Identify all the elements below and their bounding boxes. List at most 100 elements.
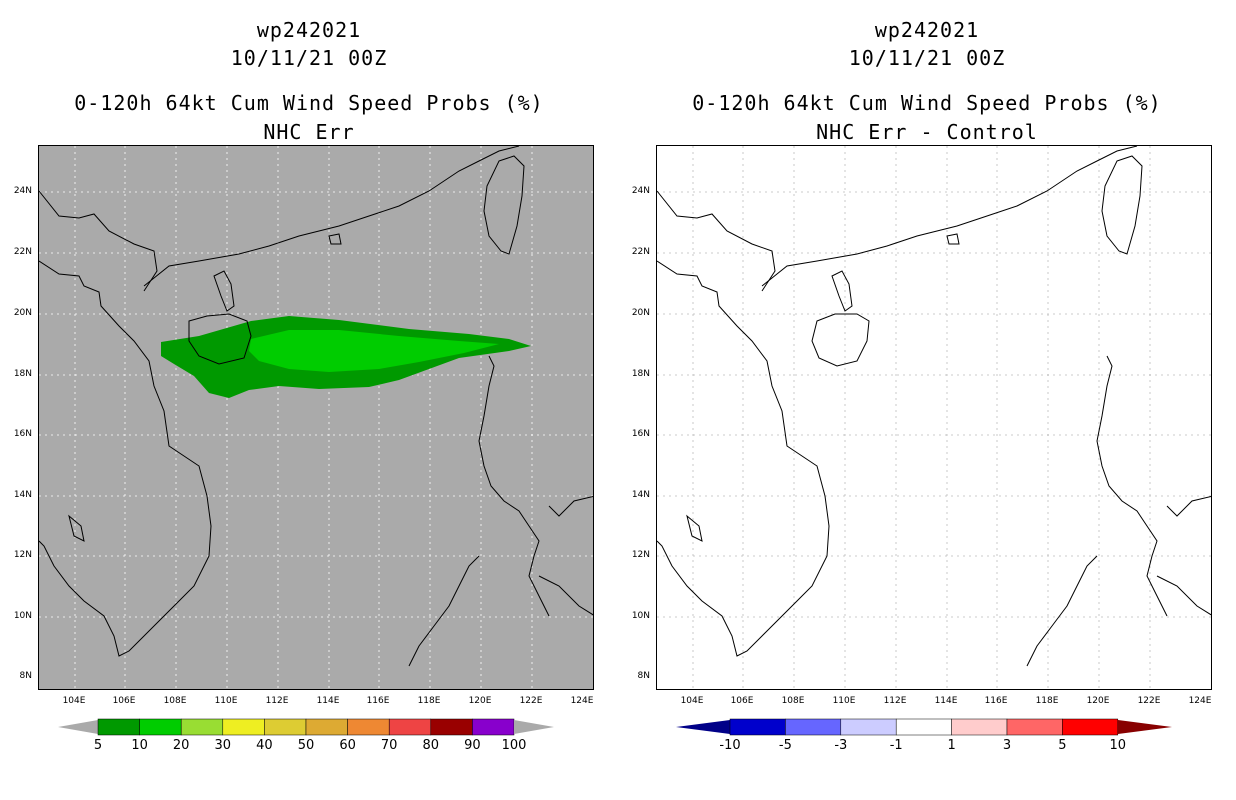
lon-label: 124E: [1188, 696, 1212, 706]
lat-label: 24N: [13, 186, 32, 196]
colorbar-box: [222, 718, 265, 736]
colorbar-box: [729, 718, 786, 736]
coastline: [657, 146, 1211, 667]
lat-label: 22N: [13, 247, 32, 257]
colorbar-label: 90: [464, 738, 481, 753]
product-title: 0-120h 64kt Cum Wind Speed Probs (%): [692, 91, 1162, 115]
colorbar-over-arrow: [514, 720, 554, 734]
lon-label: 122E: [1137, 696, 1161, 706]
lon-label: 120E: [1086, 696, 1110, 706]
lat-label: 18N: [13, 369, 32, 379]
product-subtitle: NHC Err - Control: [816, 120, 1038, 144]
colorbar-label: 10: [1109, 738, 1127, 753]
date-time: 10/11/21 00Z: [230, 46, 388, 70]
lat-label: 18N: [631, 369, 650, 379]
map-svg: [39, 146, 593, 689]
colorbar-label: -5: [778, 738, 792, 753]
prob-swath-10: [249, 330, 499, 372]
colorbar-label: 50: [297, 738, 315, 753]
colorbar-label: 60: [339, 738, 356, 753]
colorbar-label: -1: [889, 738, 903, 753]
lat-label: 16N: [631, 429, 650, 439]
colorbar-box: [264, 718, 307, 736]
lon-label: 116E: [984, 696, 1008, 706]
lon-label: 106E: [112, 696, 136, 706]
colorbar-box: [180, 718, 224, 736]
lat-label: 24N: [631, 186, 650, 196]
colorbar-box: [785, 718, 842, 736]
colorbar-box: [1006, 718, 1063, 736]
lon-label: 104E: [62, 696, 86, 706]
colorbar-under-arrow: [676, 720, 730, 734]
lat-label: 10N: [13, 611, 32, 621]
colorbar-box: [388, 718, 432, 736]
product-title: 0-120h 64kt Cum Wind Speed Probs (%): [74, 91, 544, 115]
colorbar-box: [472, 718, 515, 736]
probability-map: [38, 145, 594, 690]
left-map-panel: wp242021 10/11/21 00Z 0-120h 64kt Cum Wi…: [13, 18, 594, 753]
map-grid: [39, 146, 593, 689]
colorbar-label: 5: [1058, 738, 1067, 753]
colorbar-label: 10: [131, 738, 148, 753]
lon-label: 106E: [730, 696, 754, 706]
map-grid: [657, 146, 1211, 689]
lat-label: 20N: [13, 308, 32, 318]
product-subtitle: NHC Err: [263, 120, 355, 144]
lon-label: 108E: [163, 696, 187, 706]
storm-id: wp242021: [256, 18, 362, 42]
lon-label: 112E: [883, 696, 907, 706]
lat-label: 14N: [631, 490, 650, 500]
lat-label: 14N: [13, 490, 32, 500]
date-time: 10/11/21 00Z: [848, 46, 1006, 70]
lat-label: 12N: [631, 550, 650, 560]
lat-label: 22N: [631, 247, 650, 257]
lat-label: 16N: [13, 429, 32, 439]
colorbar-box: [305, 718, 348, 736]
colorbar-label: 80: [422, 738, 440, 753]
colorbar-box: [139, 718, 182, 736]
coastline: [39, 146, 593, 667]
storm-id: wp242021: [874, 18, 980, 42]
colorbar-label: -3: [834, 738, 848, 753]
lon-label: 124E: [570, 696, 594, 706]
lon-label: 110E: [214, 696, 238, 706]
lat-label: 8N: [19, 671, 32, 681]
lon-label: 114E: [934, 696, 958, 706]
colorbar-box: [840, 718, 897, 736]
colorbar-left: [58, 718, 554, 736]
colorbar-boxes: [97, 718, 515, 736]
lat-label: 8N: [637, 671, 650, 681]
lon-label: 114E: [316, 696, 340, 706]
colorbar-label: 30: [214, 738, 232, 753]
colorbar-label: 100: [501, 738, 527, 753]
colorbar-label: 40: [256, 738, 273, 753]
lon-label: 108E: [781, 696, 805, 706]
colorbar-label: 3: [1002, 738, 1012, 753]
colorbar-box: [347, 718, 390, 736]
colorbar-label: 5: [93, 738, 103, 753]
colorbar-label: 1: [947, 738, 956, 753]
colorbar-box: [895, 718, 952, 736]
lon-label: 120E: [468, 696, 492, 706]
lon-label: 122E: [519, 696, 543, 706]
map-svg: [657, 146, 1211, 689]
lon-label: 112E: [265, 696, 289, 706]
colorbar-right: [676, 718, 1172, 736]
colorbar-under-arrow: [58, 720, 98, 734]
colorbar-box: [430, 718, 473, 736]
colorbar-box: [97, 718, 140, 736]
colorbar-label: 20: [172, 738, 190, 753]
colorbar-label: 70: [380, 738, 398, 753]
colorbar-over-arrow: [1118, 720, 1172, 734]
lon-label: 118E: [1035, 696, 1059, 706]
lat-label: 12N: [13, 550, 32, 560]
colorbar-box: [1062, 718, 1119, 736]
lon-label: 116E: [366, 696, 390, 706]
lon-label: 104E: [680, 696, 704, 706]
lat-label: 20N: [631, 308, 650, 318]
colorbar-label: -10: [719, 738, 741, 753]
lon-label: 110E: [832, 696, 856, 706]
right-map-panel: wp242021 10/11/21 00Z 0-120h 64kt Cum Wi…: [618, 0, 1236, 800]
colorbar-box: [951, 718, 1008, 736]
lon-label: 118E: [417, 696, 441, 706]
